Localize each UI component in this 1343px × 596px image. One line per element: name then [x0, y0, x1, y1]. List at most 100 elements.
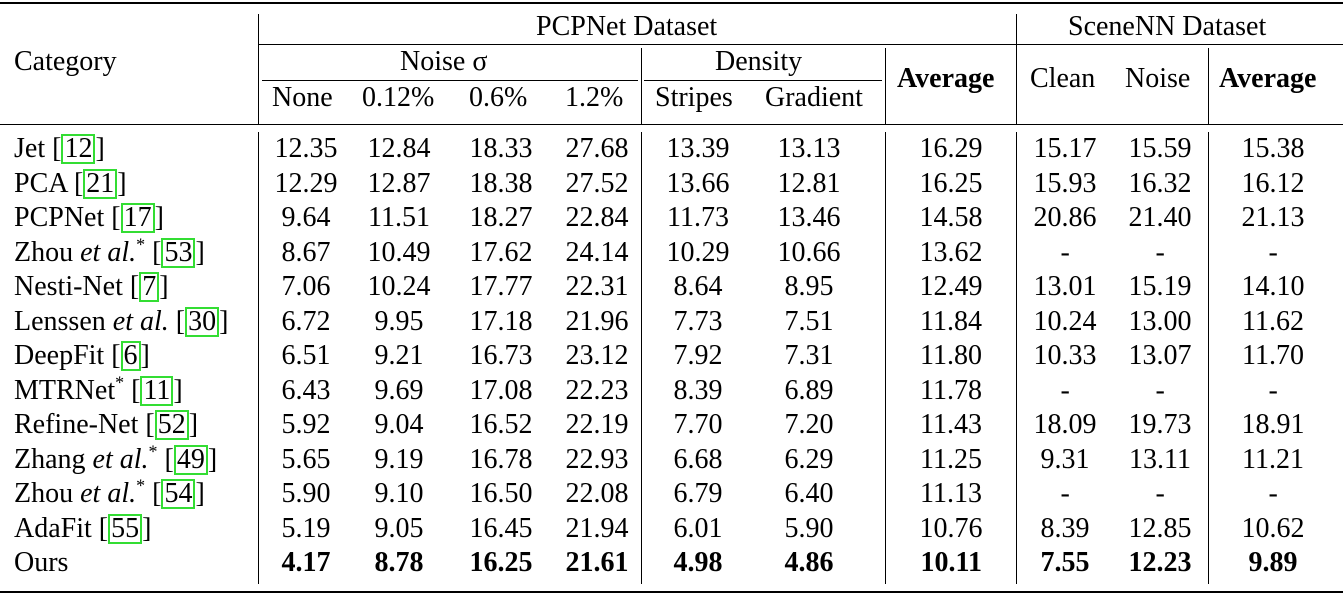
table-cell: 16.52: [469, 409, 533, 440]
table-cell: 16.25: [469, 547, 533, 578]
table-cell: 22.08: [565, 478, 629, 509]
table-cell: 6.43: [281, 374, 331, 406]
table-cell: 6.72: [281, 305, 331, 337]
noise-subrule: [262, 80, 638, 81]
table-cell: 11.84: [920, 305, 982, 337]
citation-link[interactable]: 6: [120, 341, 141, 371]
table-cell: 10.29: [666, 236, 730, 268]
table-cell: 10.49: [367, 236, 431, 268]
et-al-text: et al.: [112, 305, 169, 337]
header-scenenn-dataset: SceneNN Dataset: [1068, 11, 1267, 42]
table-cell: 27.68: [565, 133, 629, 164]
citation-link[interactable]: 7: [139, 272, 160, 302]
table-cell: 8.95: [784, 271, 834, 302]
table-cell: 5.90: [784, 512, 834, 544]
table-cell: 16.29: [919, 133, 983, 164]
et-al-text: et al.: [80, 478, 137, 509]
table-cell: 11.51: [368, 202, 430, 233]
table-cell: 12.29: [274, 167, 338, 199]
table-cell: 12.81: [777, 167, 841, 199]
table-cell: 23.12: [565, 340, 629, 371]
table-cell: 7.70: [673, 409, 723, 440]
table-cell: 14.10: [1241, 271, 1305, 302]
row-category: Zhang et al.* [49]: [14, 441, 218, 475]
table-cell: 12.87: [367, 167, 431, 199]
divider-scene-average-body: [1208, 132, 1209, 584]
divider-density-average: [885, 48, 886, 125]
row-category: AdaFit [55]: [14, 512, 152, 544]
table-cell: 11.80: [920, 340, 982, 371]
table-cell: 9.19: [374, 443, 424, 475]
header-col-clean: Clean: [1030, 63, 1096, 94]
header-density: Density: [715, 46, 803, 77]
table-cell: -: [1268, 374, 1278, 406]
citation-link[interactable]: 54: [161, 479, 196, 509]
method-name: Nesti-Net: [14, 271, 123, 302]
bottom-rule: [0, 591, 1343, 593]
citation-link[interactable]: 30: [185, 306, 220, 337]
table-cell: 10.24: [1033, 305, 1097, 337]
divider-datasets: [1016, 14, 1017, 125]
method-name: Ours: [14, 547, 69, 578]
table-cell: 9.10: [374, 478, 424, 509]
header-col-0-12: 0.12%: [362, 82, 435, 113]
table-cell: -: [1268, 236, 1278, 268]
table-cell: 13.66: [666, 167, 730, 199]
table-cell: 18.38: [469, 167, 533, 199]
citation-link[interactable]: 55: [108, 513, 143, 544]
asterisk-mark: *: [136, 234, 146, 255]
table-cell: 7.20: [784, 409, 834, 440]
table-cell: 11.13: [920, 478, 982, 509]
row-category: Refine-Net [52]: [14, 409, 199, 440]
table-cell: 16.12: [1241, 167, 1305, 199]
table-cell: 15.93: [1033, 167, 1097, 199]
table-cell: 11.43: [920, 409, 982, 440]
row-category: Ours: [14, 546, 68, 580]
table-cell: 16.73: [469, 340, 533, 371]
table-cell: 6.51: [281, 340, 331, 371]
top-rule: [0, 2, 1343, 4]
header-bottom-rule: [0, 124, 1343, 125]
table-cell: 5.19: [281, 512, 331, 544]
table-cell: -: [1268, 478, 1278, 509]
citation-link[interactable]: 11: [140, 375, 174, 406]
table-cell: 15.17: [1033, 133, 1097, 164]
table-cell: 15.19: [1128, 271, 1192, 302]
table-cell: 9.89: [1248, 547, 1298, 578]
table-cell: 19.73: [1128, 409, 1192, 440]
table-cell: 22.19: [565, 409, 629, 440]
table-cell: 10.24: [367, 271, 431, 302]
header-col-none: None: [272, 82, 333, 113]
table-cell: 8.39: [673, 374, 723, 406]
citation-link[interactable]: 12: [61, 134, 96, 164]
citation-link[interactable]: 17: [120, 203, 155, 233]
header-col-stripes: Stripes: [655, 82, 733, 113]
method-name: MTRNet: [14, 374, 116, 406]
method-name: AdaFit: [14, 512, 92, 544]
row-category: DeepFit [6]: [14, 340, 150, 371]
row-category: Jet [12]: [14, 133, 105, 164]
method-name: Refine-Net: [14, 409, 139, 440]
table-cell: 6.79: [673, 478, 723, 509]
table-cell: 13.62: [919, 236, 983, 268]
table-cell: 21.61: [565, 547, 629, 578]
citation-link[interactable]: 52: [154, 410, 189, 440]
citation-link[interactable]: 49: [173, 444, 208, 475]
table-cell: 12.23: [1128, 547, 1192, 578]
table-cell: 21.94: [565, 512, 629, 544]
table-cell: 7.51: [784, 305, 834, 337]
table-cell: 16.32: [1128, 167, 1192, 199]
row-category: Zhou et al.* [54]: [14, 475, 205, 509]
row-category: PCPNet [17]: [14, 202, 164, 233]
et-al-text: et al.: [92, 443, 149, 475]
table-cell: 7.06: [281, 271, 331, 302]
citation-link[interactable]: 53: [161, 237, 196, 268]
table-cell: 13.46: [777, 202, 841, 233]
table-cell: 10.76: [919, 512, 983, 544]
citation-link[interactable]: 21: [83, 168, 118, 199]
table-cell: 8.78: [374, 547, 424, 578]
method-name: Jet: [14, 133, 46, 164]
divider-scene-average: [1208, 48, 1209, 125]
table-cell: 21.13: [1241, 202, 1305, 233]
